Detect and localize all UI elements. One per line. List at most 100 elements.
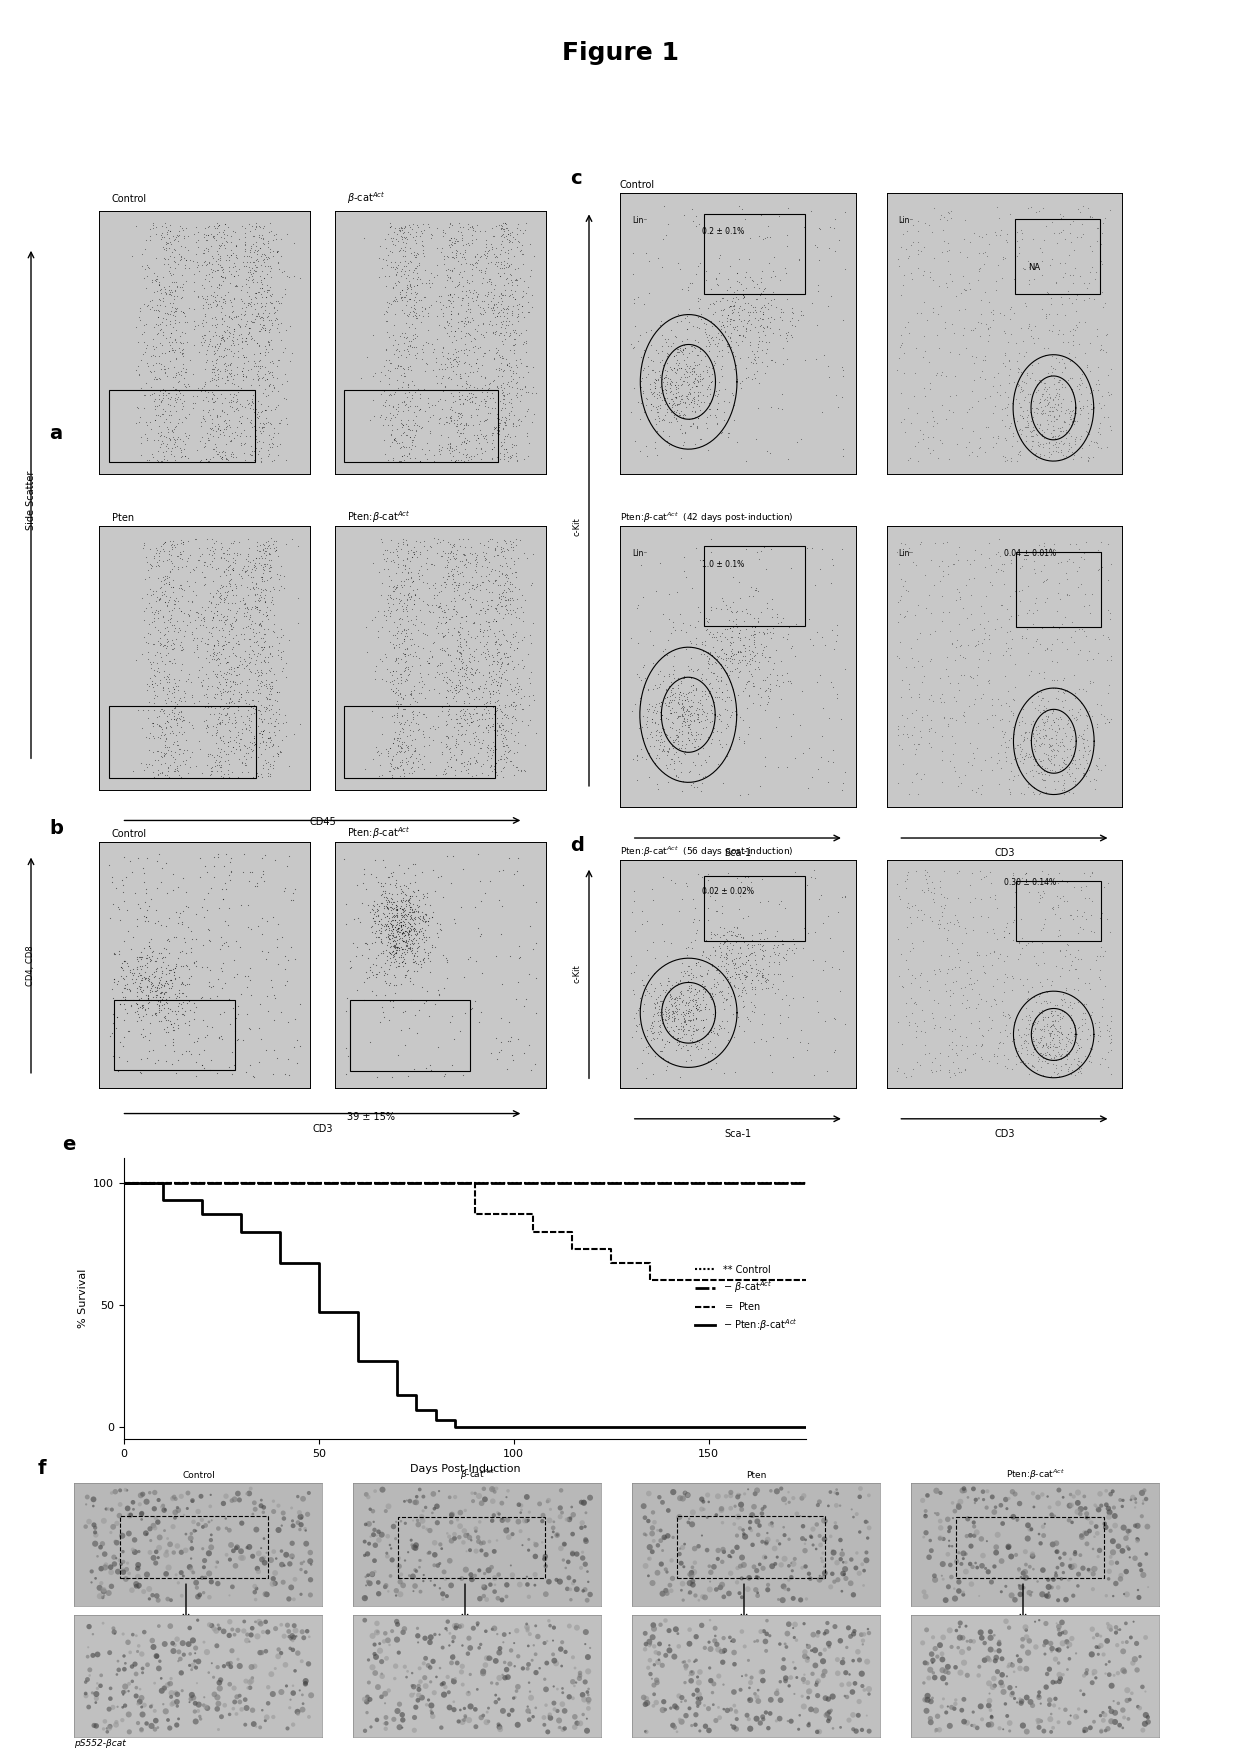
Point	[198, 448, 218, 476]
Point	[494, 583, 513, 611]
Point	[150, 630, 170, 658]
Point	[966, 342, 986, 370]
Point	[1013, 779, 1033, 807]
Point	[753, 665, 773, 693]
Point	[217, 677, 237, 706]
Point	[505, 549, 525, 577]
Point	[104, 1042, 124, 1071]
Point	[675, 1016, 694, 1044]
Point	[138, 974, 157, 1002]
Point	[465, 1479, 485, 1508]
Point	[681, 672, 701, 700]
Point	[156, 235, 176, 263]
Point	[775, 254, 795, 283]
Point	[525, 1049, 544, 1078]
Point	[660, 727, 680, 755]
Point	[888, 607, 908, 635]
Point	[184, 639, 203, 667]
Point	[444, 614, 464, 642]
Point	[192, 1506, 212, 1534]
Point	[397, 323, 417, 351]
Point	[438, 677, 458, 706]
Point	[405, 849, 425, 878]
Point	[207, 646, 227, 674]
Point	[407, 279, 427, 307]
Point	[1044, 530, 1064, 558]
Point	[428, 1509, 448, 1537]
Point	[388, 1041, 408, 1069]
Point	[481, 247, 501, 276]
Point	[413, 925, 433, 953]
Point	[146, 588, 166, 616]
Point	[665, 1692, 684, 1720]
Point	[382, 746, 402, 774]
Point	[180, 346, 200, 374]
Point	[494, 307, 513, 335]
Point	[959, 1483, 978, 1511]
Point	[1034, 949, 1054, 978]
Point	[206, 412, 226, 441]
Point	[172, 969, 192, 997]
Point	[386, 674, 405, 702]
Point	[785, 1544, 805, 1572]
Point	[197, 290, 217, 318]
Point	[391, 918, 410, 946]
Point	[913, 1629, 932, 1657]
Point	[246, 553, 265, 581]
Point	[86, 1530, 105, 1558]
Point	[403, 302, 423, 330]
Point	[177, 1495, 197, 1523]
Point	[384, 960, 404, 988]
Point	[1060, 1551, 1080, 1580]
Point	[1033, 383, 1053, 411]
Point	[795, 923, 815, 951]
Point	[492, 537, 512, 565]
Point	[436, 256, 456, 284]
Point	[498, 244, 518, 272]
Point	[448, 300, 467, 328]
Point	[259, 691, 279, 720]
Point	[386, 937, 405, 965]
Point	[482, 233, 502, 261]
Point	[259, 318, 279, 346]
Point	[196, 1023, 216, 1051]
Point	[758, 1520, 777, 1548]
Point	[1033, 707, 1053, 735]
Point	[367, 897, 387, 925]
Point	[660, 749, 680, 777]
Point	[765, 979, 785, 1007]
Point	[398, 907, 418, 935]
Point	[1050, 418, 1070, 446]
Point	[172, 706, 192, 734]
Point	[226, 713, 246, 741]
Point	[481, 1669, 501, 1697]
Point	[408, 876, 428, 904]
Point	[427, 581, 446, 609]
Point	[1024, 774, 1044, 802]
Point	[724, 955, 744, 983]
Point	[691, 425, 711, 453]
Point	[160, 677, 180, 706]
Point	[1096, 706, 1116, 734]
Point	[997, 962, 1017, 990]
Point	[443, 242, 463, 270]
Point	[114, 990, 134, 1018]
Point	[892, 281, 911, 309]
Point	[419, 649, 439, 677]
Point	[888, 1058, 908, 1086]
Point	[424, 1551, 444, 1580]
Point	[559, 1506, 579, 1534]
Point	[394, 386, 414, 414]
Point	[999, 1000, 1019, 1028]
Point	[673, 402, 693, 430]
Point	[427, 369, 446, 397]
Point	[756, 1027, 776, 1055]
Point	[895, 314, 915, 342]
Point	[1021, 1515, 1040, 1543]
Point	[192, 251, 212, 279]
Point	[409, 584, 429, 612]
Point	[372, 1660, 392, 1688]
Point	[734, 281, 754, 309]
Point	[192, 593, 212, 621]
Point	[429, 1620, 449, 1648]
